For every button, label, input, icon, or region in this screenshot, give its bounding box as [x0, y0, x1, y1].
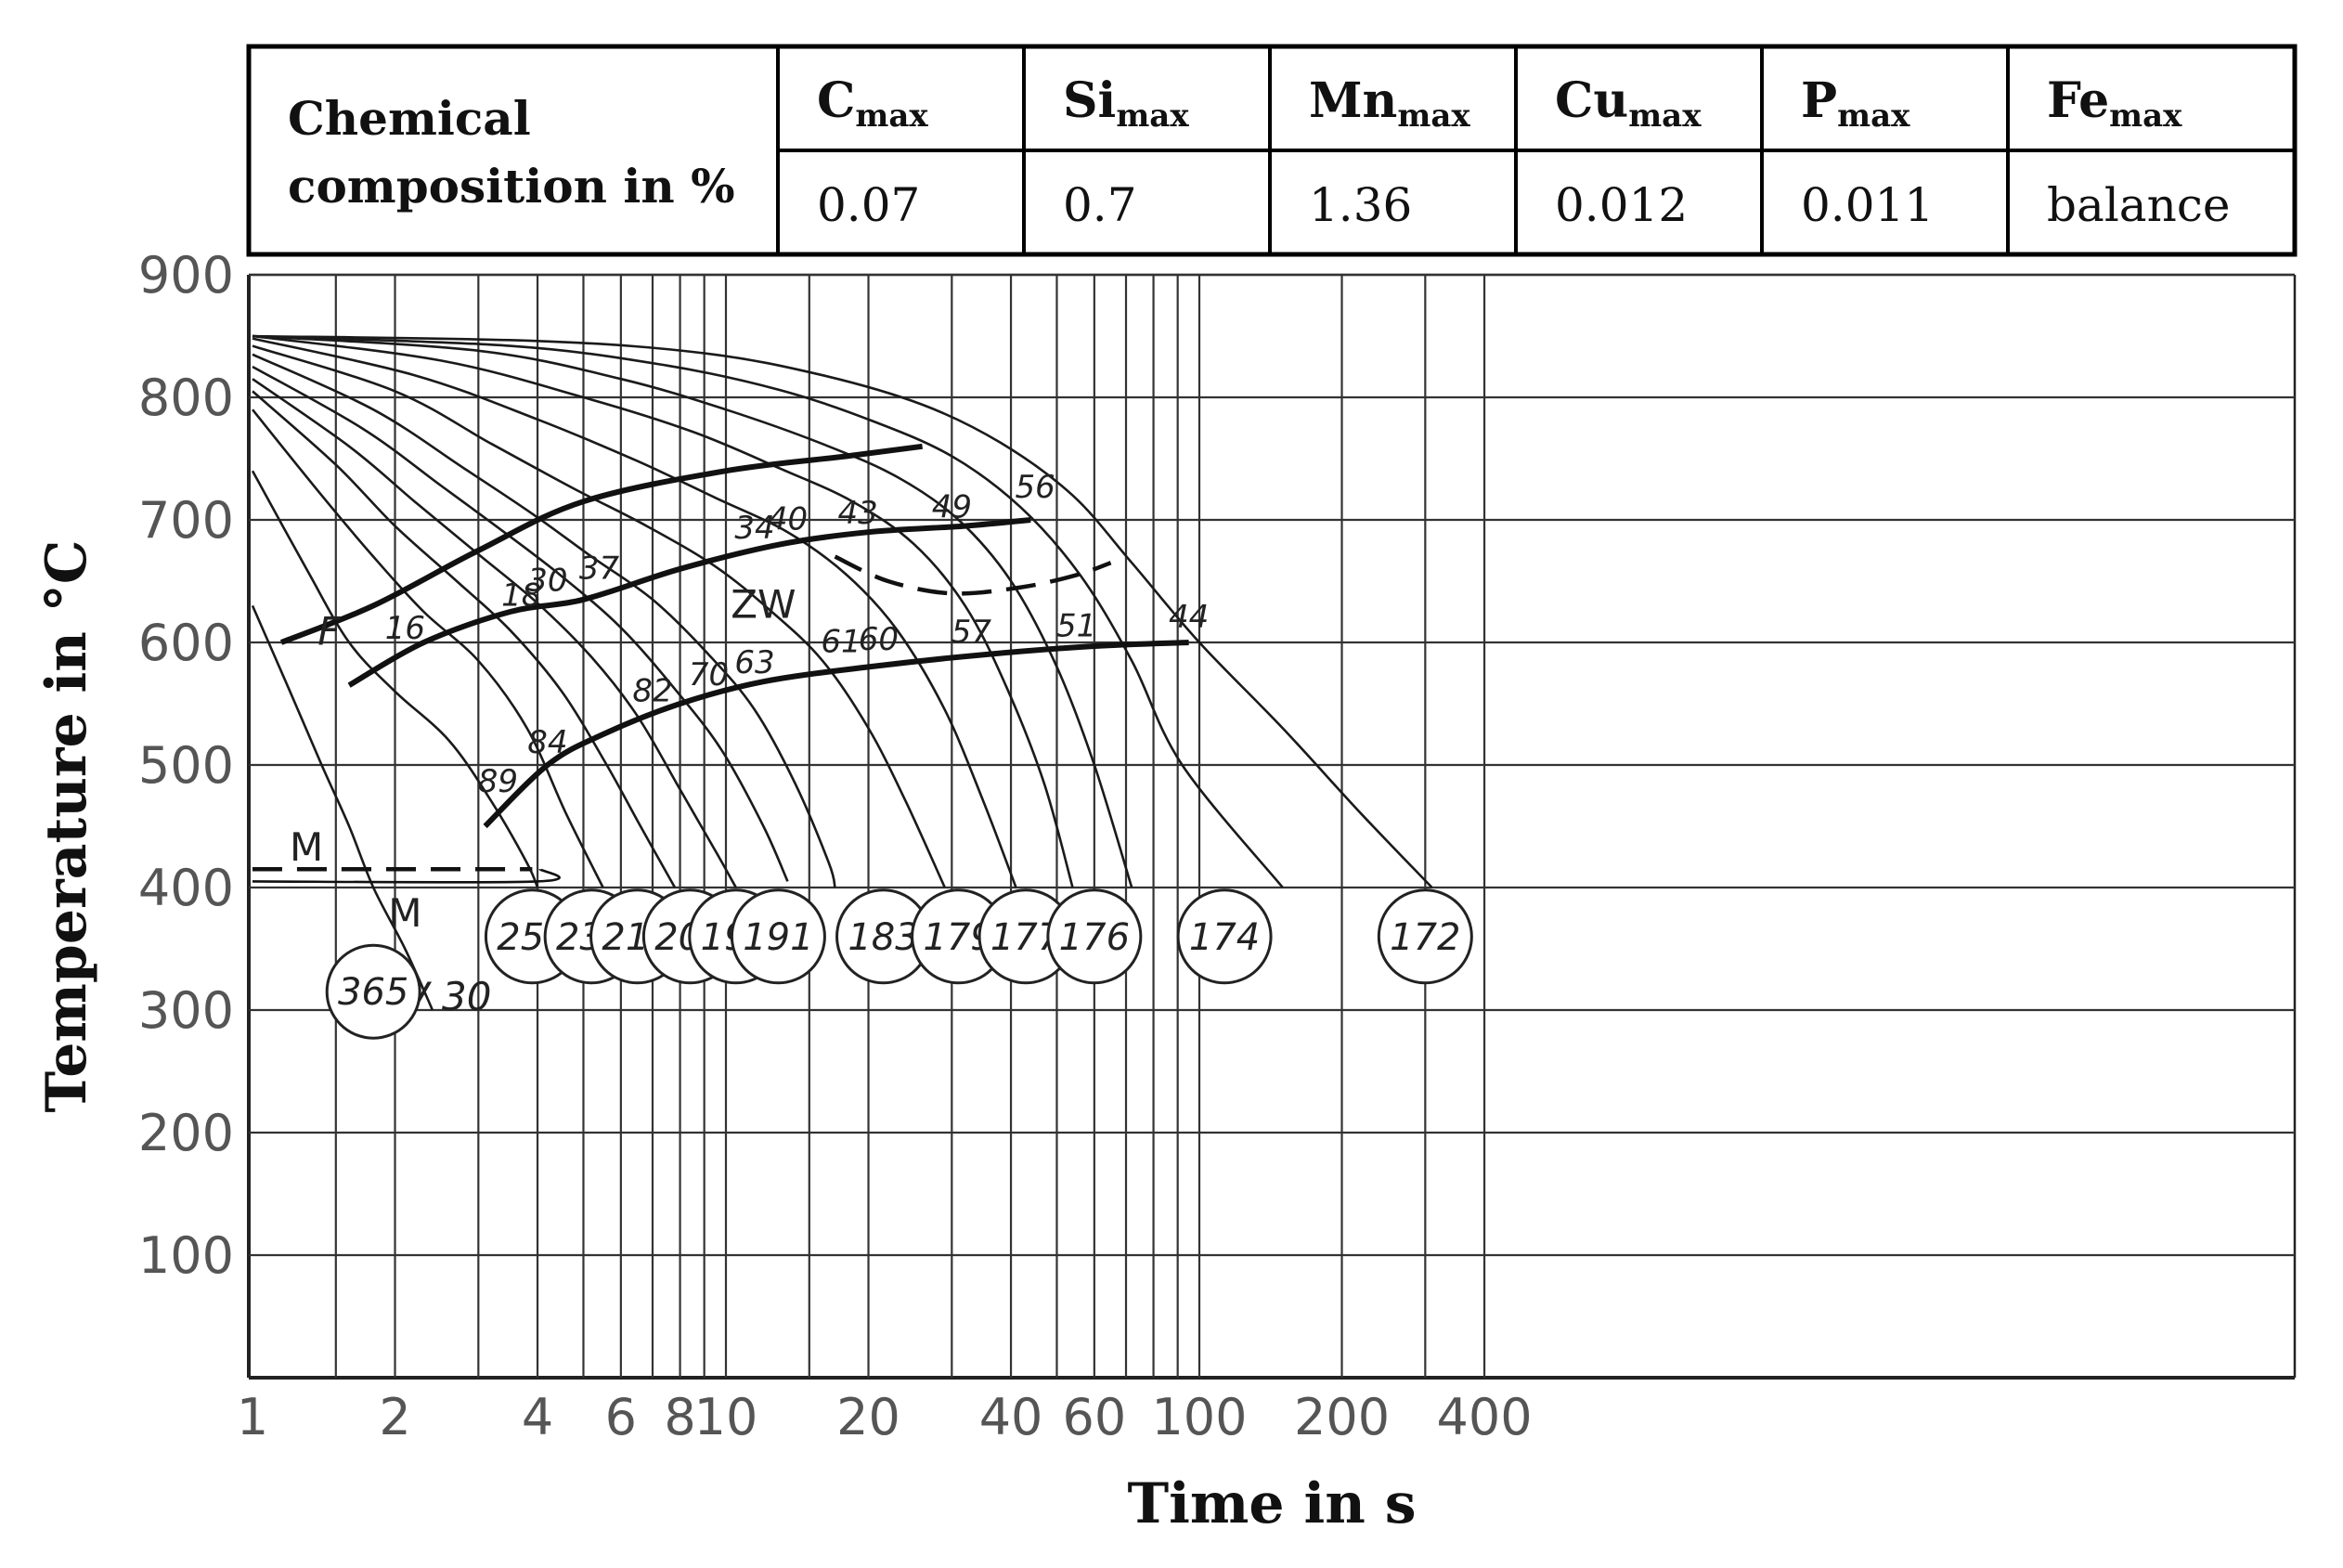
annotation-label: 89 [478, 763, 518, 800]
transformation-line-ferrite-start [279, 443, 923, 645]
transformation-line-martensite-finish [252, 867, 561, 884]
cooling-curve-235 [251, 408, 604, 888]
y-tick-label: 100 [138, 1226, 234, 1285]
transformation-line-dashed-region [834, 554, 1112, 596]
table-value-c: 0.07 [817, 178, 920, 232]
annotation-label: 82 [632, 672, 672, 709]
annotation-label: 70 [689, 656, 729, 693]
y-tick-label: 600 [138, 614, 234, 672]
annotation-label: 56 [1016, 469, 1055, 506]
y-tick-label: 400 [138, 859, 234, 917]
annotation-label: 40 [768, 501, 808, 538]
annotation-label: 84 [527, 724, 567, 761]
x-axis-title: Time in s [1127, 1471, 1416, 1536]
annotation-label: 18 [501, 577, 541, 614]
x-tick-label: 60 [1062, 1388, 1126, 1446]
annotation-label: ZW [731, 582, 796, 628]
annotation-label: 49 [932, 488, 972, 525]
cooling-curve-177 [252, 334, 1074, 888]
annotation-label: 30 [527, 563, 567, 600]
table-header-mn: Mnmax [1309, 72, 1470, 135]
composition-table: Chemical composition in % Cmax 0.07 Simax 0.7… [246, 44, 2298, 257]
annotation-label: 61 [821, 624, 861, 661]
annotation-label: M [290, 824, 323, 870]
y-tick-label: 800 [138, 369, 234, 427]
y-tick-label: 300 [138, 981, 234, 1040]
transformation-line-bainite-start [483, 640, 1189, 829]
cooling-curve-179 [252, 337, 1017, 888]
annotation-label: 63 [734, 644, 774, 681]
hardness-circle-172 [1377, 888, 1473, 985]
table-header-c: Cmax [817, 72, 928, 135]
hardness-value-183: 183 [848, 916, 918, 959]
cooling-curve-183 [252, 344, 946, 888]
table-header-cu: Cumax [1555, 72, 1702, 135]
annotation-label: 44 [1169, 599, 1209, 636]
y-tick-label: 900 [138, 246, 234, 305]
table-value-si: 0.7 [1063, 178, 1137, 232]
cooling-curve-209 [252, 378, 737, 888]
cooling-curve-198 [252, 365, 789, 882]
table-value-mn: 1.36 [1309, 178, 1412, 232]
table-row-label: composition in % [288, 159, 735, 214]
x-tick-label: 100 [1151, 1388, 1247, 1446]
cooling-curve-172 [252, 334, 1433, 888]
table-value-fe: balance [2047, 178, 2230, 232]
table-value-cu: 0.012 [1555, 178, 1688, 232]
hardness-value-176: 176 [1059, 916, 1130, 959]
y-axis-title: Temperature in °C [34, 539, 99, 1112]
y-tick-label: 700 [138, 491, 234, 550]
hardness-value-191: 191 [743, 916, 813, 959]
x-tick-label: 1 [237, 1388, 268, 1446]
x-tick-label: 200 [1294, 1388, 1390, 1446]
hardness-circle-176 [1046, 888, 1143, 985]
x-tick-label: 20 [836, 1388, 900, 1446]
cooling-curve-174 [252, 334, 1284, 888]
x-tick-label: 8 [664, 1388, 695, 1446]
x-tick-label: 40 [979, 1388, 1043, 1446]
annotation-label: 16 [385, 610, 425, 647]
axes: 1 2 4 6 810 20 40 60 100 200 400 100 200 300 400 500 600… [34, 246, 1533, 1536]
transformation-lines [252, 443, 1189, 884]
annotation-label: 57 [951, 614, 992, 651]
hardness-circles: 365257235213209198191183179177176174172 [325, 888, 1473, 1040]
hardness-circle-191 [730, 888, 826, 985]
cooling-curve-176 [252, 334, 1133, 888]
annotation-label: 37 [579, 550, 620, 587]
table-row-label: Chemical [288, 91, 531, 146]
cooling-curve-213 [252, 390, 677, 888]
table-header-fe: Femax [2047, 72, 2182, 135]
annotation-label: F [317, 609, 341, 654]
x-tick-label: 6 [605, 1388, 637, 1446]
annotation-label: 34 [734, 510, 774, 547]
y-tick-label: 200 [138, 1104, 234, 1162]
table-header-p: Pmax [1801, 72, 1910, 135]
annotation-label: 51 [1056, 607, 1096, 644]
x-tick-label: 2 [379, 1388, 410, 1446]
table-header-si: Simax [1063, 72, 1189, 135]
hardness-circle-365 [325, 943, 421, 1040]
hardness-value-174: 174 [1189, 916, 1260, 959]
y-tick-label: 500 [138, 736, 234, 795]
x-tick-label: 10 [694, 1388, 758, 1446]
plot-frame [247, 273, 2297, 1380]
cooling-curve-365 [251, 604, 434, 1011]
cooling-curve-257 [251, 470, 539, 888]
annotation-label: 60 [859, 621, 899, 658]
cooling-curves [251, 334, 1433, 1011]
hardness-value-172: 172 [1390, 916, 1460, 959]
cooling-curve-191 [252, 353, 836, 888]
annotation-label: 43 [838, 495, 878, 532]
hardness-circle-174 [1176, 888, 1273, 985]
annotation-label: M [388, 890, 421, 936]
x-tick-label: 400 [1437, 1388, 1533, 1446]
transformation-line-pearlite-start [347, 517, 1031, 688]
hardness-value-365: 365 [338, 971, 408, 1014]
table-value-p: 0.011 [1801, 178, 1934, 232]
x-tick-label: 4 [522, 1388, 553, 1446]
grid [249, 273, 2295, 1378]
